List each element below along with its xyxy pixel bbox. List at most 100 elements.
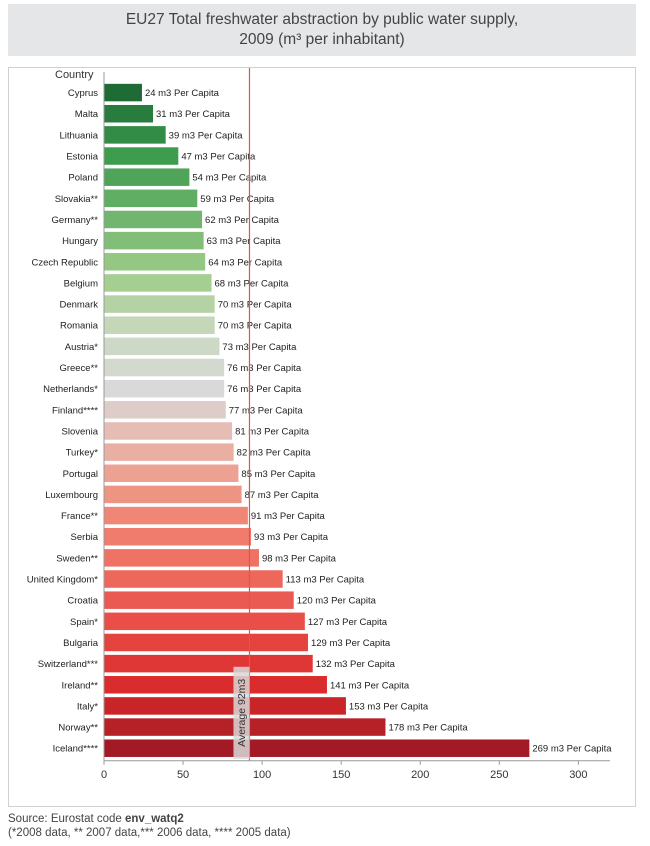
x-tick-label: 100 xyxy=(253,769,271,781)
bar xyxy=(104,570,283,588)
bar xyxy=(104,401,226,419)
bar-value-label: 85 m3 Per Capita xyxy=(241,469,316,480)
bar xyxy=(104,126,166,144)
bar-value-label: 59 m3 Per Capita xyxy=(200,194,275,205)
bar-chart: Country Cyprus 24 m3 Per Capita Malta 31 m3 … xyxy=(27,68,612,781)
source-prefix: Source: Eurostat code xyxy=(8,813,122,825)
bar-value-label: 73 m3 Per Capita xyxy=(222,342,297,353)
bar xyxy=(104,189,198,208)
bar-value-label: 113 m3 Per Capita xyxy=(286,575,365,586)
bar-value-label: 76 m3 Per Capita xyxy=(227,384,302,395)
bar xyxy=(104,147,179,165)
chart-title-box: EU27 Total freshwater abstraction by pub… xyxy=(8,4,636,56)
category-label: Poland xyxy=(68,173,98,184)
bar xyxy=(104,633,308,652)
category-label: Denmark xyxy=(59,300,98,311)
category-label: Bulgaria xyxy=(63,638,99,649)
bar xyxy=(104,168,190,186)
x-tick-label: 300 xyxy=(569,769,587,781)
bar-value-label: 127 m3 Per Capita xyxy=(308,617,388,628)
bar xyxy=(104,527,252,546)
category-label: Sweden** xyxy=(56,553,98,564)
bar xyxy=(104,83,142,102)
bar xyxy=(104,422,233,440)
category-label: Portugal xyxy=(63,469,98,480)
bar-value-label: 70 m3 Per Capita xyxy=(218,321,293,332)
bar xyxy=(104,739,530,757)
category-label: Turkey* xyxy=(66,448,99,459)
bar xyxy=(104,316,215,334)
category-label: Switzerland*** xyxy=(38,659,98,670)
bar xyxy=(104,379,225,398)
category-label: Norway** xyxy=(58,723,98,734)
bar xyxy=(104,612,305,631)
bar-value-label: 39 m3 Per Capita xyxy=(169,130,244,141)
chart-frame: Country Cyprus 24 m3 Per Capita Malta 31 m3 … xyxy=(8,67,636,807)
category-label: Hungary xyxy=(62,236,98,247)
average-label: Average 92m3 xyxy=(236,679,248,747)
bar-value-label: 129 m3 Per Capita xyxy=(311,638,391,649)
bar xyxy=(104,358,225,377)
x-tick-label: 250 xyxy=(490,769,508,781)
bar-value-label: 178 m3 Per Capita xyxy=(388,723,468,734)
bar xyxy=(104,697,346,715)
x-tick-label: 50 xyxy=(177,769,189,781)
bar-value-label: 63 m3 Per Capita xyxy=(207,236,282,247)
average-label-box xyxy=(233,666,250,759)
category-label: Italy* xyxy=(77,701,98,712)
category-label: Czech Republic xyxy=(31,257,98,268)
bar-value-label: 47 m3 Per Capita xyxy=(181,152,256,163)
bar-value-label: 31 m3 Per Capita xyxy=(156,109,231,120)
source-code: env_watq2 xyxy=(125,813,184,825)
category-label: Cyprus xyxy=(68,88,98,99)
bar xyxy=(104,676,327,694)
category-label: France** xyxy=(61,511,98,522)
x-tick-label: 0 xyxy=(101,769,107,781)
category-label: Austria* xyxy=(65,342,99,353)
bar-value-label: 68 m3 Per Capita xyxy=(215,278,290,289)
chart-title-line-2: 2009 (m³ per inhabitant) xyxy=(239,31,405,48)
bar-value-label: 98 m3 Per Capita xyxy=(262,553,337,564)
category-label: Netherlands* xyxy=(43,384,98,395)
bar xyxy=(104,443,234,461)
x-tick-label: 200 xyxy=(411,769,429,781)
category-label: Luxembourg xyxy=(45,490,98,501)
data-year-note: (*2008 data, ** 2007 data,*** 2006 data,… xyxy=(8,827,291,839)
bar-value-label: 269 m3 Per Capita xyxy=(532,744,612,755)
category-label: Iceland**** xyxy=(53,744,99,755)
x-tick-label: 150 xyxy=(332,769,350,781)
category-label: Slovakia** xyxy=(55,194,99,205)
bar xyxy=(104,464,239,483)
bar xyxy=(104,104,154,123)
bar-value-label: 24 m3 Per Capita xyxy=(145,88,220,99)
bar-value-label: 62 m3 Per Capita xyxy=(205,215,280,226)
bar-value-label: 153 m3 Per Capita xyxy=(349,701,429,712)
category-label: Ireland** xyxy=(62,680,99,691)
category-label: Belgium xyxy=(64,278,98,289)
category-label: Spain* xyxy=(70,617,98,628)
bar-value-label: 82 m3 Per Capita xyxy=(237,448,312,459)
bar-value-label: 64 m3 Per Capita xyxy=(208,257,283,268)
category-label: Finland**** xyxy=(52,405,98,416)
category-label: Greece** xyxy=(59,363,98,374)
source-line: Source: Eurostat code env_watq2 xyxy=(8,812,291,826)
bar-value-label: 54 m3 Per Capita xyxy=(192,173,267,184)
bar xyxy=(104,295,215,313)
source-note: Source: Eurostat code env_watq2 (*2008 d… xyxy=(8,812,291,840)
y-axis-label: Country xyxy=(55,69,94,81)
category-label: Germany** xyxy=(52,215,99,226)
bar-value-label: 70 m3 Per Capita xyxy=(218,300,293,311)
category-label: Slovenia xyxy=(62,426,99,437)
category-label: Malta xyxy=(75,109,99,120)
category-label: Romania xyxy=(60,321,99,332)
category-label: Lithuania xyxy=(59,130,98,141)
bar-value-label: 91 m3 Per Capita xyxy=(251,511,326,522)
bar xyxy=(104,654,313,673)
bar xyxy=(104,506,248,525)
bar-value-label: 76 m3 Per Capita xyxy=(227,363,302,374)
bar-value-label: 87 m3 Per Capita xyxy=(245,490,320,501)
bar-value-label: 81 m3 Per Capita xyxy=(235,426,310,437)
bar xyxy=(104,231,204,250)
bar-value-label: 120 m3 Per Capita xyxy=(297,596,377,607)
bar xyxy=(104,337,220,356)
